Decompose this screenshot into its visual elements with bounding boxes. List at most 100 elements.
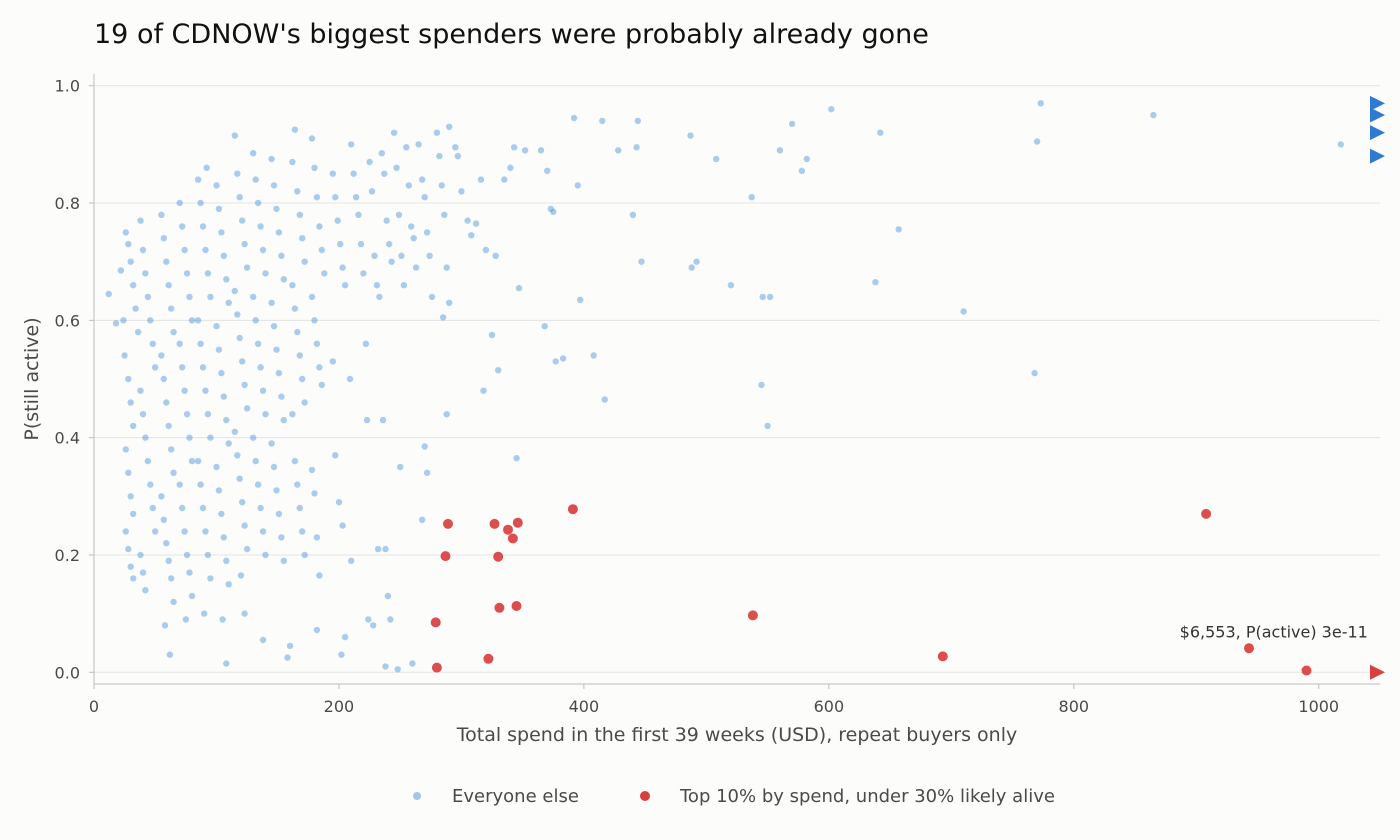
everyone-else-point [329,358,336,365]
offscale-triangle-marker [1370,125,1385,141]
everyone-else-point [341,633,349,641]
x-tick-label: 200 [324,697,355,716]
everyone-else-point [181,528,188,535]
top-spender-point [567,504,578,515]
everyone-else-point [199,364,207,371]
everyone-else-point [144,457,152,465]
everyone-else-point [289,282,296,289]
top-spender-point [431,662,442,673]
everyone-else-point [160,375,167,383]
everyone-else-point [220,534,227,541]
everyone-else-point [443,411,450,418]
everyone-else-point [236,475,243,482]
everyone-else-point [468,232,475,239]
everyone-else-point [268,440,275,447]
everyone-else-point [552,358,559,365]
everyone-else-point [299,528,306,535]
everyone-else-point [250,434,257,441]
everyone-else-point [158,352,165,359]
everyone-else-point [275,229,283,236]
everyone-else-point [176,199,183,207]
everyone-else-point [428,293,436,301]
everyone-else-point [348,557,355,564]
everyone-else-point [273,487,280,494]
everyone-else-point [207,293,214,301]
everyone-else-point [766,293,774,301]
everyone-else-point [168,446,175,453]
everyone-else-point [280,416,287,424]
everyone-else-point [197,199,204,207]
top-spender-point [443,518,453,529]
everyone-else-point [348,141,355,148]
everyone-else-point [629,211,637,218]
everyone-else-point [748,194,755,201]
everyone-else-point [275,369,283,377]
everyone-else-point [144,293,152,301]
everyone-else-point [446,299,453,306]
everyone-else-point [149,340,156,347]
everyone-else-point [776,147,784,154]
everyone-else-point [139,411,147,418]
everyone-else-point [127,563,134,570]
everyone-else-point [202,387,209,394]
everyone-else-point [202,528,209,535]
everyone-else-point [441,211,448,218]
everyone-else-point [341,282,349,289]
everyone-else-point [202,246,209,254]
everyone-else-point [176,340,183,347]
everyone-else-point [1150,111,1157,119]
everyone-else-point [764,422,771,430]
everyone-else-point [158,211,165,218]
everyone-else-point [201,610,208,617]
everyone-else-point [122,446,129,453]
everyone-else-point [284,654,291,661]
everyone-else-point [313,534,321,541]
everyone-else-point [243,264,251,271]
everyone-else-point [278,393,285,400]
everyone-else-point [472,220,480,227]
everyone-else-point [308,293,316,301]
everyone-else-point [204,411,212,418]
everyone-else-point [163,399,170,406]
everyone-else-point [316,364,323,371]
everyone-else-point [510,144,518,151]
everyone-else-point [412,264,420,271]
everyone-else-point [215,487,223,494]
everyone-else-point [179,364,186,371]
everyone-else-point [299,235,306,242]
everyone-else-point [176,481,183,488]
everyone-else-point [495,367,502,374]
everyone-else-point [252,317,259,324]
x-tick-label: 800 [1059,697,1090,716]
everyone-else-point [599,117,606,125]
everyone-else-point [294,188,301,195]
y-tick-label: 0.2 [55,546,80,565]
everyone-else-point [147,481,154,488]
everyone-else-point [1033,138,1041,145]
everyone-else-point [197,481,204,488]
everyone-else-point [137,217,144,224]
everyone-else-point [332,452,339,459]
everyone-else-point [273,346,280,353]
everyone-else-point [259,636,267,644]
y-tick-label: 0.4 [55,429,80,448]
everyone-else-point [130,422,137,430]
everyone-else-point [188,592,196,600]
everyone-else-point [308,135,316,142]
everyone-else-point [234,311,241,318]
everyone-else-point [215,205,223,213]
everyone-else-point [339,522,346,529]
everyone-else-point [381,170,388,177]
everyone-else-point [382,545,389,553]
everyone-else-point [477,176,485,183]
everyone-else-point [378,150,385,157]
everyone-else-point [408,223,415,230]
everyone-else-point [223,416,230,424]
everyone-else-point [278,252,285,259]
everyone-else-point [488,331,496,339]
everyone-else-point [231,132,238,139]
everyone-else-point [199,504,207,512]
everyone-else-point [537,147,545,154]
everyone-else-point [374,545,382,553]
everyone-else-point [421,443,428,450]
